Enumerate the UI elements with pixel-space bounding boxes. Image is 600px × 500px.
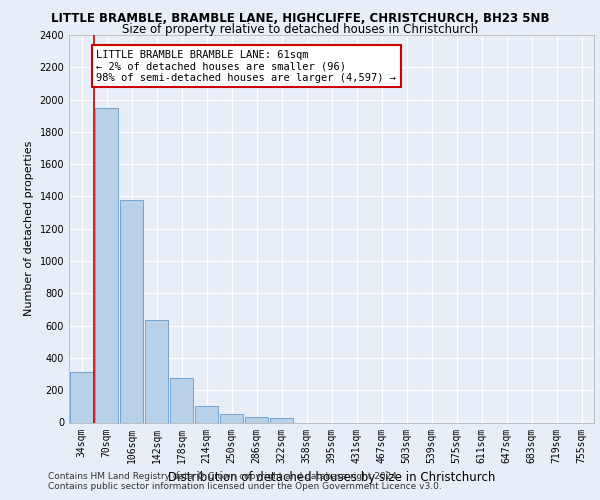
Text: LITTLE BRAMBLE BRAMBLE LANE: 61sqm
← 2% of detached houses are smaller (96)
98% : LITTLE BRAMBLE BRAMBLE LANE: 61sqm ← 2% … bbox=[97, 50, 397, 82]
Bar bbox=[70, 372, 93, 422]
Text: LITTLE BRAMBLE, BRAMBLE LANE, HIGHCLIFFE, CHRISTCHURCH, BH23 5NB: LITTLE BRAMBLE, BRAMBLE LANE, HIGHCLIFFE… bbox=[51, 12, 549, 26]
X-axis label: Distribution of detached houses by size in Christchurch: Distribution of detached houses by size … bbox=[168, 471, 495, 484]
Bar bbox=[145, 320, 168, 422]
Y-axis label: Number of detached properties: Number of detached properties bbox=[24, 141, 34, 316]
Bar bbox=[120, 200, 143, 422]
Text: Size of property relative to detached houses in Christchurch: Size of property relative to detached ho… bbox=[122, 22, 478, 36]
Bar bbox=[170, 378, 193, 422]
Text: Contains public sector information licensed under the Open Government Licence v3: Contains public sector information licen… bbox=[48, 482, 442, 491]
Bar bbox=[220, 414, 243, 422]
Bar bbox=[270, 418, 293, 422]
Bar bbox=[245, 417, 268, 422]
Text: Contains HM Land Registry data © Crown copyright and database right 2024.: Contains HM Land Registry data © Crown c… bbox=[48, 472, 400, 481]
Bar bbox=[195, 406, 218, 422]
Bar bbox=[95, 108, 118, 422]
